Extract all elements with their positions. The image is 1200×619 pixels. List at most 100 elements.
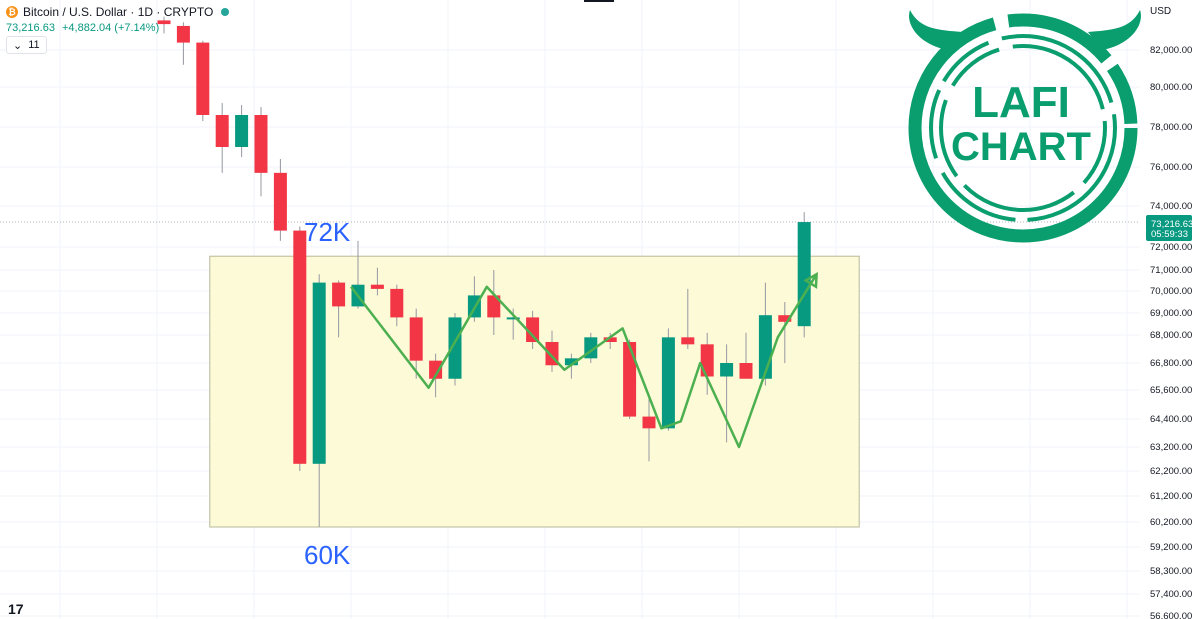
candle-body [390, 288, 404, 318]
last-price: 73,216.63 [6, 22, 55, 34]
candle-body [332, 282, 346, 307]
candle-body [370, 284, 384, 289]
candle-body [448, 317, 462, 379]
price-tick-label: 72,000.00 [1150, 242, 1192, 253]
price-change: +4,882.04 (+7.14%) [62, 22, 160, 34]
candle-body [681, 337, 695, 345]
candle [797, 212, 811, 338]
price-tick-label: 60,200.00 [1150, 517, 1192, 528]
candle [720, 344, 734, 443]
candle [176, 22, 190, 65]
logo-outer-ring [908, 13, 1138, 243]
price-summary: 73,216.63 +4,882.04 (+7.14%) [6, 22, 163, 34]
candle [254, 107, 268, 197]
price-tick-label: 69,000.00 [1150, 308, 1192, 319]
indicator-toggle[interactable]: ⌄ 11 [6, 36, 47, 54]
price-tick-label: 68,000.00 [1150, 330, 1192, 341]
candle [332, 280, 346, 338]
projection-path [350, 273, 818, 449]
indicator-count: 11 [28, 39, 40, 51]
candle-body [157, 20, 171, 25]
logo-inner-ring [939, 44, 1107, 212]
price-tick-label: 80,000.00 [1150, 82, 1192, 93]
label-72k: 72K [304, 217, 351, 247]
candle-body [273, 172, 287, 231]
candle-body [312, 282, 326, 464]
label-60k: 60K [304, 540, 351, 570]
range-zone-box [209, 255, 860, 528]
symbol-header[interactable]: ₿ Bitcoin / U.S. Dollar · 1D · CRYPTO [6, 5, 230, 19]
candle-body [661, 337, 675, 429]
right-horn-icon [1088, 10, 1141, 50]
candle-body [642, 416, 656, 429]
price-tick-label: 78,000.00 [1150, 122, 1192, 133]
candle-body [429, 360, 443, 379]
candle-body [506, 317, 520, 320]
candle-body [254, 115, 268, 173]
logo-text-lafi: LAFI [972, 78, 1070, 127]
last-price-badge: 73,216.63 05:59:33 [1146, 215, 1193, 241]
candle-body [526, 317, 540, 342]
candle-body [623, 342, 637, 417]
candle-body [720, 363, 734, 377]
price-axis[interactable]: 82,000.00 80,000.00 78,000.00 76,000.00 74,0… [1150, 45, 1192, 619]
candle [448, 313, 462, 386]
bitcoin-icon: ₿ [6, 6, 18, 18]
candle-body [739, 363, 753, 379]
price-tick-label: 63,200.00 [1150, 442, 1192, 453]
price-tick-label: 66,800.00 [1150, 358, 1192, 369]
candle-body [487, 295, 501, 318]
candle-body [603, 337, 617, 342]
logo-middle-ring [929, 34, 1117, 222]
candle [235, 105, 249, 157]
price-tick-label: 65,600.00 [1150, 385, 1192, 396]
candle [681, 288, 695, 349]
price-tick-label: 62,200.00 [1150, 466, 1192, 477]
candle [273, 159, 287, 241]
price-tick-label: 57,400.00 [1150, 589, 1192, 600]
price-tick-label: 82,000.00 [1150, 45, 1192, 56]
candle [739, 332, 753, 379]
candle-body [293, 230, 307, 464]
candle [487, 270, 501, 335]
price-tick-label: 76,000.00 [1150, 162, 1192, 173]
candle [642, 397, 656, 462]
left-horn-icon [909, 10, 962, 50]
candle-body [235, 115, 249, 147]
price-tick-label: 70,000.00 [1150, 286, 1192, 297]
price-tick-label: 61,200.00 [1150, 491, 1192, 502]
last-price-value: 73,216.63 [1151, 219, 1193, 230]
chevron-down-icon[interactable]: ⌄ [13, 39, 23, 52]
candle [623, 339, 637, 419]
bar-countdown: 05:59:33 [1151, 229, 1188, 240]
candle-body [215, 115, 229, 147]
candle [778, 302, 792, 363]
market-status-icon [221, 8, 230, 16]
candle [603, 332, 617, 349]
candle-body [778, 315, 792, 322]
lafi-chart-logo: LAFI CHART [908, 10, 1141, 243]
price-tick-label: 74,000.00 [1150, 201, 1192, 212]
tradingview-logo-icon[interactable]: 17 [8, 601, 24, 617]
candle [370, 267, 384, 296]
price-tick-label: 56,600.00 [1150, 611, 1192, 619]
currency-label[interactable]: USD [1150, 6, 1172, 17]
candle-body [409, 317, 423, 361]
candle [312, 274, 326, 527]
price-tick-label: 64,400.00 [1150, 414, 1192, 425]
projection-arrow-head [803, 271, 818, 289]
candle [157, 16, 171, 34]
top-marker [584, 0, 614, 2]
price-tick-label: 59,200.00 [1150, 542, 1192, 553]
candle [390, 284, 404, 327]
price-tick-label: 71,000.00 [1150, 265, 1192, 276]
candle [661, 328, 675, 431]
candle-body [700, 344, 714, 377]
logo-text-chart: CHART [951, 125, 1091, 169]
symbol-title[interactable]: Bitcoin / U.S. Dollar · 1D · CRYPTO [23, 5, 214, 19]
candle [196, 40, 210, 121]
candle-body [196, 42, 210, 115]
candle [215, 103, 229, 173]
candle-body [564, 358, 578, 366]
